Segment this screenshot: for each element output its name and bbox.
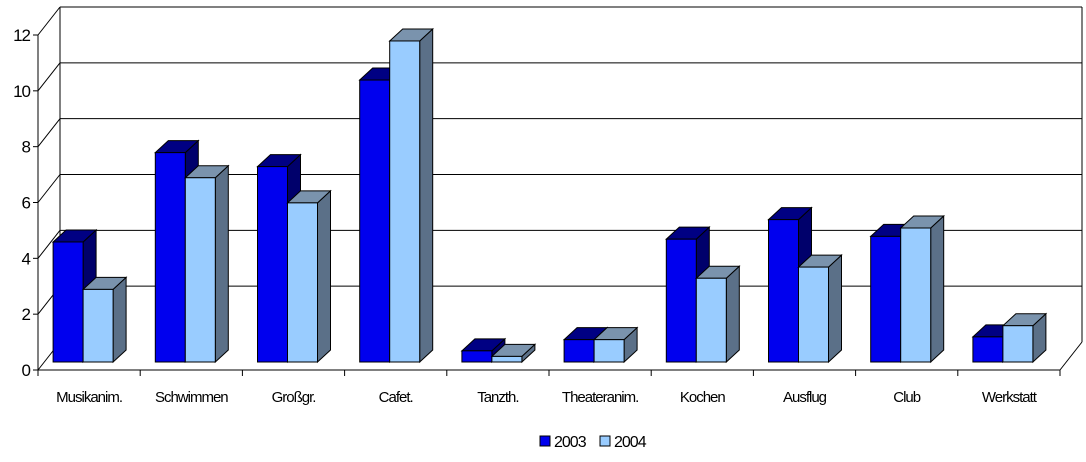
- y-tick-label: 2: [22, 305, 31, 324]
- legend: 2003 2004: [539, 434, 648, 451]
- y-tick-label: 4: [22, 249, 31, 268]
- legend-item: 2004: [599, 434, 648, 451]
- gridline-depth: [37, 230, 61, 259]
- bar: [286, 189, 332, 364]
- gridline-depth: [37, 62, 61, 92]
- gridline-depth: [37, 174, 61, 203]
- x-tick-label: Club: [893, 389, 921, 406]
- x-tick-label: Kochen: [680, 389, 726, 406]
- legend-swatch: [539, 435, 551, 447]
- y-tick-label: 0: [22, 361, 31, 380]
- x-tick-label: Großgr.: [272, 389, 316, 406]
- x-tick-label: Musikanim.: [56, 389, 122, 406]
- bar: [899, 214, 945, 364]
- gridline-depth: [37, 118, 61, 147]
- y-tick-label: 8: [22, 138, 31, 157]
- bar: [184, 164, 230, 364]
- legend-label: 2003: [554, 434, 587, 451]
- bar: [592, 326, 639, 364]
- x-tick-label: Tanzth.: [477, 389, 518, 406]
- y-tick-label: 10: [13, 82, 30, 101]
- y-tick-label: 6: [22, 194, 31, 213]
- bar: [1001, 312, 1048, 364]
- x-tick-label: Ausflug: [783, 389, 827, 406]
- legend-label: 2004: [614, 434, 647, 451]
- bar: [695, 265, 741, 364]
- legend-swatch: [599, 435, 611, 447]
- x-tick-label: Cafet.: [379, 389, 413, 406]
- legend-item: 2003: [539, 434, 588, 451]
- gridline-depth: [37, 6, 61, 36]
- bar: [490, 343, 537, 364]
- bar: [797, 253, 843, 364]
- floor-right-edge: [1059, 341, 1083, 371]
- bars: [51, 27, 1048, 364]
- x-tick-label: Theateranim.: [562, 389, 638, 406]
- x-axis: Musikanim. Schwimmen Großgr. Cafet. Tanzth. T…: [37, 370, 1061, 406]
- x-tick-label: Schwimmen: [155, 389, 228, 406]
- bar: [388, 27, 434, 364]
- bar: [81, 276, 128, 364]
- y-tick-label: 12: [13, 26, 30, 45]
- y-axis: 0 2 4 6 8 10 12: [13, 26, 38, 380]
- x-tick-label: Werkstatt: [982, 389, 1038, 406]
